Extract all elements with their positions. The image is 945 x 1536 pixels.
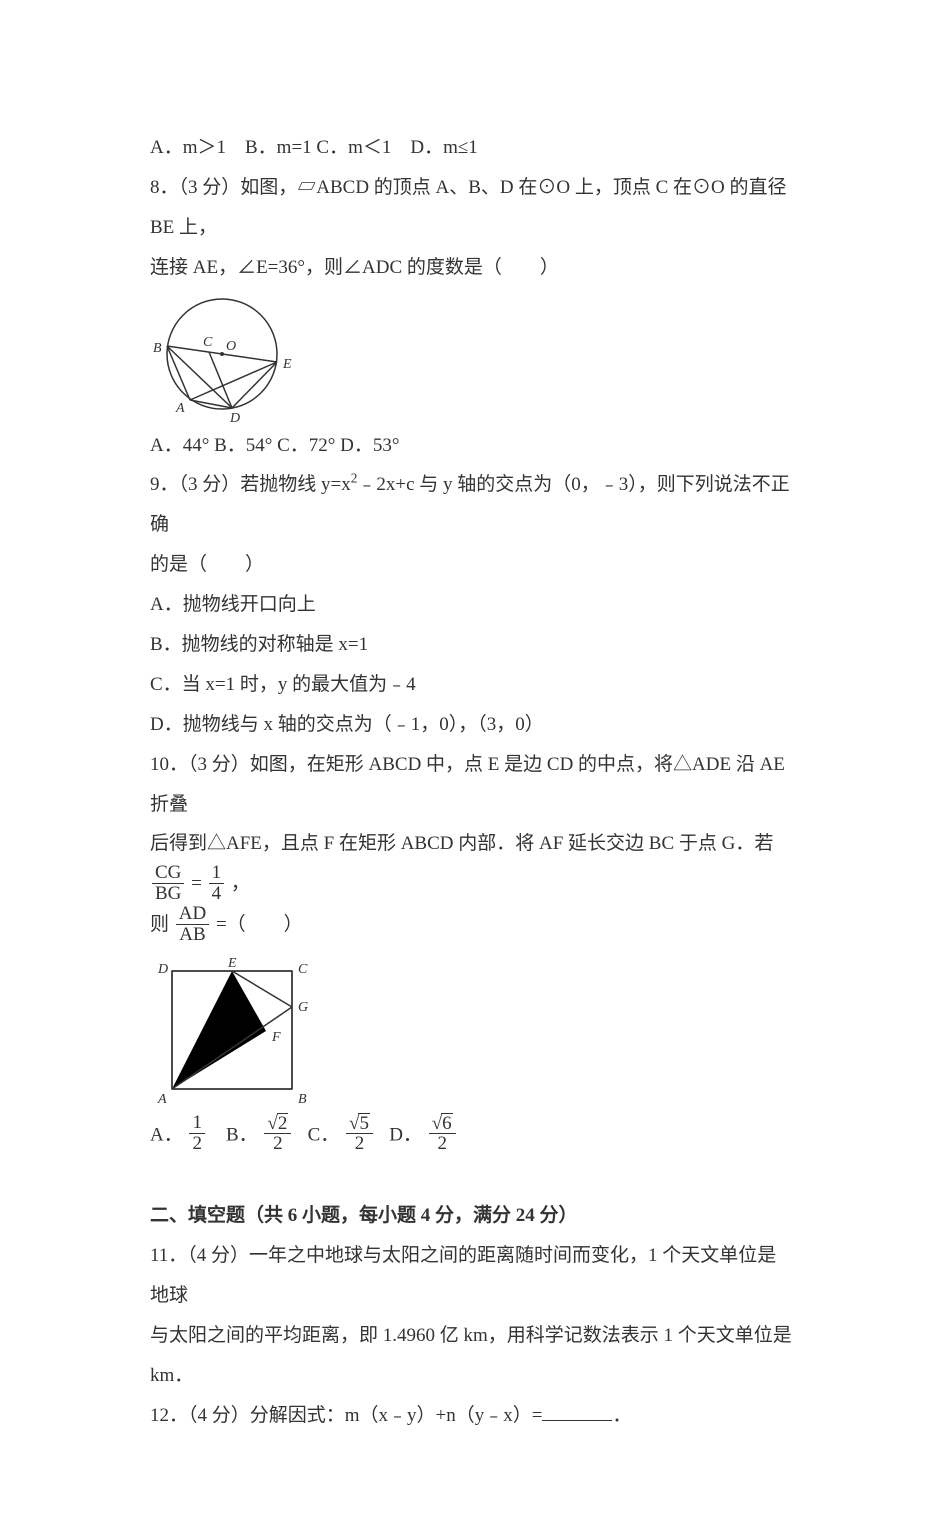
q10-frac-ad-ab-num: AD <box>176 904 209 925</box>
svg-text:C: C <box>203 335 213 350</box>
q10-frac-ad-ab-den: AB <box>176 925 209 945</box>
svg-text:G: G <box>298 1000 308 1015</box>
q10-opt-d-den: 2 <box>429 1134 456 1154</box>
svg-text:B: B <box>298 1092 307 1107</box>
q10-opt-d-label: D． <box>389 1124 422 1145</box>
svg-text:A: A <box>157 1092 167 1107</box>
q10-stem-line1: 10．（3 分）如图，在矩形 ABCD 中，点 E 是边 CD 的中点，将△AD… <box>150 745 795 825</box>
q10-stem-line2: 后得到△AFE，且点 F 在矩形 ABCD 内部．将 AF 延长交边 BC 于点… <box>150 824 795 905</box>
q9-option-c: C．当 x=1 时，y 的最大值为﹣4 <box>150 665 795 705</box>
q11-stem-line2: 与太阳之间的平均距离，即 1.4960 亿 km，用科学记数法表示 1 个天文单… <box>150 1316 795 1356</box>
q9-stem-line1: 9．（3 分）若抛物线 y=x2﹣2x+c 与 y 轴的交点为（0，﹣3），则下… <box>150 465 795 545</box>
q10-opt-a-den: 2 <box>189 1134 205 1154</box>
q10-options: A． 1 2 B． 2 2 C． 5 2 D． 6 2 <box>150 1115 795 1157</box>
q11-stem-line3: km． <box>150 1356 795 1396</box>
q10-opt-b-frac: 2 2 <box>264 1113 291 1155</box>
q8-stem-line2: 连接 AE，∠E=36°，则∠ADC 的度数是（ ） <box>150 248 795 288</box>
svg-text:F: F <box>271 1030 281 1045</box>
q7-options: A．m＞1 B．m=1 C．m＜1 D．m≤1 <box>150 128 795 168</box>
q9-option-a: A．抛物线开口向上 <box>150 585 795 625</box>
q10-frac-ad-ab: AD AB <box>176 904 209 945</box>
q10-opt-d-num: 6 <box>429 1113 456 1135</box>
svg-text:O: O <box>226 339 236 354</box>
q10-frac-cg-bg-den: BG <box>152 884 184 904</box>
svg-text:A: A <box>175 401 185 416</box>
q10-frac-1-4-num: 1 <box>209 863 225 884</box>
q10-frac-1-4: 1 4 <box>209 863 225 904</box>
q10-stem2-c: ， <box>231 873 250 894</box>
q10-stem3-a: 则 <box>150 914 169 935</box>
q10-stem2-b: = <box>191 873 202 894</box>
q10-stem3-b: =（ ） <box>216 914 303 935</box>
q10-stem2-a: 后得到△AFE，且点 F 在矩形 ABCD 内部．将 AF 延长交边 BC 于点… <box>150 833 773 854</box>
q10-frac-cg-bg: CG BG <box>152 863 184 904</box>
q10-opt-b-label: B． <box>226 1124 258 1145</box>
q9-option-b: B．抛物线的对称轴是 x=1 <box>150 625 795 665</box>
q10-opt-c-den: 2 <box>346 1134 373 1154</box>
q10-opt-b-den: 2 <box>264 1134 291 1154</box>
q10-opt-a-num: 1 <box>189 1113 205 1134</box>
q11-stem-line1: 11．（4 分）一年之中地球与太阳之间的距离随时间而变化，1 个天文单位是地球 <box>150 1236 795 1316</box>
q10-figure: D C A B E G F <box>150 951 795 1111</box>
q10-stem-line3: 则 AD AB =（ ） <box>150 905 795 946</box>
q9-option-d: D．抛物线与 x 轴的交点为（﹣1，0），（3，0） <box>150 705 795 745</box>
q10-opt-c-num: 5 <box>346 1113 373 1135</box>
q10-opt-c-frac: 5 2 <box>346 1113 373 1155</box>
svg-text:E: E <box>282 357 292 372</box>
svg-text:E: E <box>227 956 237 971</box>
q10-opt-a-frac: 1 2 <box>189 1113 205 1154</box>
spacer <box>150 1156 795 1196</box>
section2-heading: 二、填空题（共 6 小题，每小题 4 分，满分 24 分） <box>150 1196 795 1236</box>
svg-text:B: B <box>153 341 162 356</box>
q12-stem-b: ． <box>612 1405 631 1426</box>
q10-frac-1-4-den: 4 <box>209 884 225 904</box>
q10-opt-d-frac: 6 2 <box>429 1113 456 1155</box>
svg-text:C: C <box>298 962 308 977</box>
q9-stem-line2: 的是（ ） <box>150 545 795 585</box>
q8-stem-line1: 8．（3 分）如图，▱ABCD 的顶点 A、B、D 在⊙O 上，顶点 C 在⊙O… <box>150 168 795 248</box>
q12-blank <box>542 1401 612 1421</box>
q10-frac-cg-bg-num: CG <box>152 863 184 884</box>
q10-opt-a-label: A． <box>150 1124 183 1145</box>
svg-text:D: D <box>229 411 240 422</box>
document-page: A．m＞1 B．m=1 C．m＜1 D．m≤1 8．（3 分）如图，▱ABCD … <box>0 0 945 1536</box>
q10-opt-b-num: 2 <box>264 1113 291 1135</box>
q8-figure: B E A D CO <box>150 292 795 422</box>
q8-options: A．44° B．54° C．72° D．53° <box>150 426 795 466</box>
q10-opt-c-label: C． <box>308 1124 340 1145</box>
svg-text:D: D <box>157 962 168 977</box>
q9-stem-part-a: 9．（3 分）若抛物线 y=x <box>150 474 351 495</box>
q12-stem-a: 12．（4 分）分解因式：m（x﹣y）+n（y﹣x）= <box>150 1405 542 1426</box>
q12-stem: 12．（4 分）分解因式：m（x﹣y）+n（y﹣x）= ． <box>150 1396 795 1436</box>
